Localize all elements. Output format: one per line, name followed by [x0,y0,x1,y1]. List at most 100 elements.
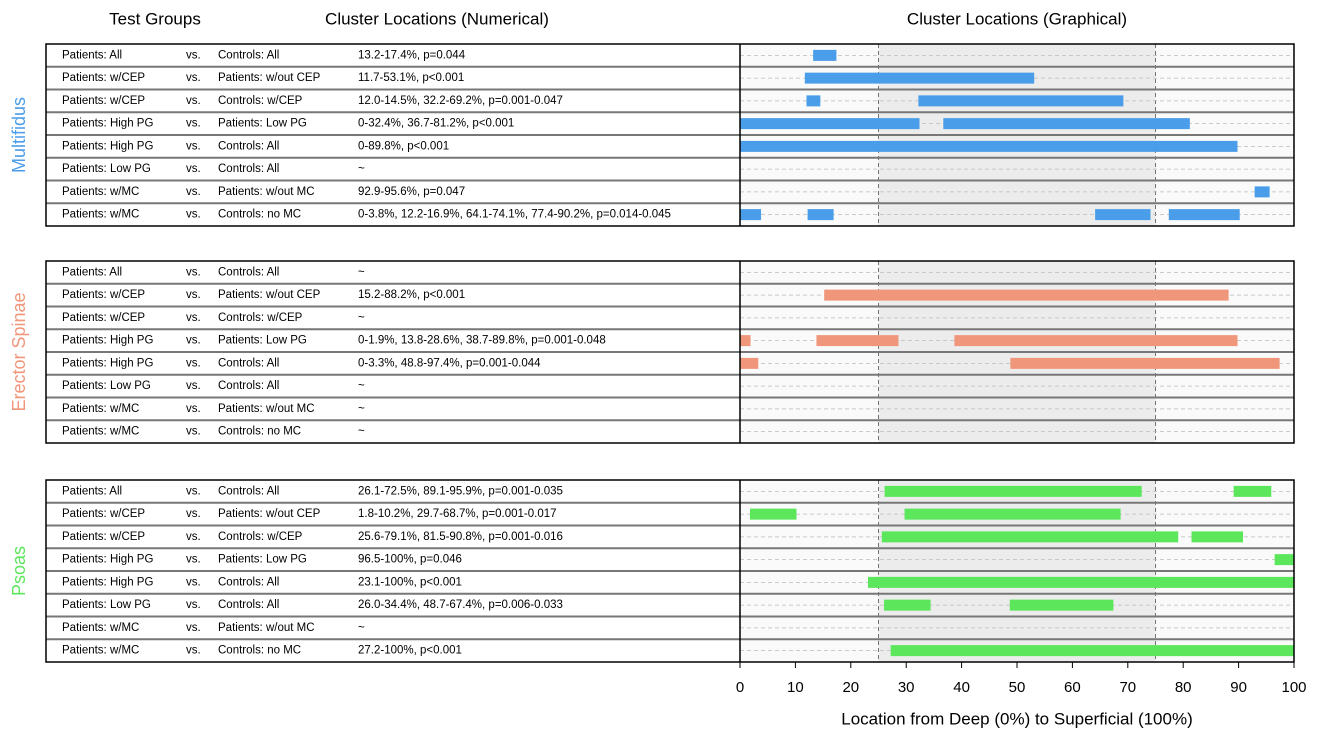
range-bar [1168,209,1240,221]
group1: Patients: Low PG [62,163,151,175]
cluster-text: ~ [358,266,365,278]
group2: Patients: Low PG [218,554,307,566]
range-bar [881,531,1179,543]
group1: Patients: High PG [62,576,153,588]
range-bar [1274,554,1294,566]
range-bar [806,95,821,107]
group1: Patients: w/MC [62,622,139,634]
separator: vs. [186,140,201,152]
separator: vs. [186,95,201,107]
group1: Patients: High PG [62,357,153,369]
range-bar [954,335,1238,347]
separator: vs. [186,289,201,301]
group1: Patients: High PG [62,554,153,566]
cluster-text: 0-3.3%, 48.8-97.4%, p=0.001-0.044 [358,357,541,369]
cluster-text: 96.5-100%, p=0.046 [358,554,462,566]
range-bar [813,49,837,61]
separator: vs. [186,186,201,198]
range-bar [1095,209,1151,221]
separator: vs. [186,312,201,324]
header: Cluster Locations (Graphical) [907,9,1127,28]
group2: Controls: All [218,576,279,588]
x-tick-label: 80 [1175,679,1192,696]
cluster-text: 13.2-17.4%, p=0.044 [358,49,466,61]
group2: Patients: w/out CEP [218,508,321,520]
group2: Controls: All [218,140,279,152]
cluster-text: 26.0-34.4%, 48.7-67.4%, p=0.006-0.033 [358,599,563,611]
group2: Controls: w/CEP [218,531,303,543]
separator: vs. [186,508,201,520]
separator: vs. [186,645,201,657]
group2: Controls: no MC [218,426,301,438]
group1: Patients: High PG [62,335,153,347]
range-bar [918,95,1124,107]
cluster-text: 25.6-79.1%, 81.5-90.8%, p=0.001-0.016 [358,531,563,543]
range-bar [1009,599,1114,611]
group2: Controls: All [218,49,279,61]
group1: Patients: w/MC [62,209,139,221]
separator: vs. [186,599,201,611]
group1: Patients: All [62,49,122,61]
range-bar [904,508,1121,520]
cluster-text: ~ [358,312,365,324]
group-label: Psoas [9,546,29,596]
group1: Patients: w/CEP [62,312,145,324]
range-bar [1191,531,1244,543]
group2: Patients: w/out MC [218,622,315,634]
separator: vs. [186,72,201,84]
group1: Patients: Low PG [62,380,151,392]
group2: Controls: w/CEP [218,95,303,107]
range-bar [890,645,1294,657]
group1: Patients: w/CEP [62,531,145,543]
range-bar [749,508,797,520]
range-bar [740,140,1238,152]
group1: Patients: w/CEP [62,289,145,301]
group2: Controls: no MC [218,645,301,657]
separator: vs. [186,403,201,415]
x-tick-label: 50 [1009,679,1026,696]
group2: Controls: All [218,357,279,369]
range-bar [740,357,759,369]
x-tick-label: 90 [1230,679,1247,696]
group2: Controls: All [218,599,279,611]
group2: Controls: no MC [218,209,301,221]
separator: vs. [186,622,201,634]
separator: vs. [186,266,201,278]
header: Cluster Locations (Numerical) [325,9,549,28]
cluster-text: 1.8-10.2%, 29.7-68.7%, p=0.001-0.017 [358,508,557,520]
cluster-text: 0-89.8%, p<0.001 [358,140,449,152]
separator: vs. [186,49,201,61]
x-tick-label: 100 [1281,679,1306,696]
separator: vs. [186,576,201,588]
group1: Patients: All [62,266,122,278]
group1: Patients: Low PG [62,599,151,611]
range-bar [1254,186,1270,198]
x-tick-label: 70 [1119,679,1136,696]
group2: Controls: w/CEP [218,312,303,324]
cluster-text: ~ [358,426,365,438]
cluster-text: 23.1-100%, p<0.001 [358,576,462,588]
cluster-text: ~ [358,163,365,175]
group2: Patients: w/out CEP [218,72,321,84]
group1: Patients: w/MC [62,403,139,415]
range-bar [740,209,762,221]
range-bar [740,118,920,130]
x-tick-label: 60 [1064,679,1081,696]
cluster-text: 27.2-100%, p<0.001 [358,645,462,657]
range-bar [867,576,1294,588]
x-tick-label: 10 [787,679,804,696]
cluster-text: 0-32.4%, 36.7-81.2%, p<0.001 [358,118,514,130]
group1: Patients: w/CEP [62,95,145,107]
separator: vs. [186,335,201,347]
group1: Patients: All [62,485,122,497]
group1: Patients: High PG [62,140,153,152]
cluster-text: ~ [358,380,365,392]
header: Test Groups [109,9,201,28]
range-bar [1010,357,1280,369]
separator: vs. [186,357,201,369]
cluster-text: ~ [358,403,365,415]
group1: Patients: w/CEP [62,508,145,520]
cluster-text: 12.0-14.5%, 32.2-69.2%, p=0.001-0.047 [358,95,563,107]
